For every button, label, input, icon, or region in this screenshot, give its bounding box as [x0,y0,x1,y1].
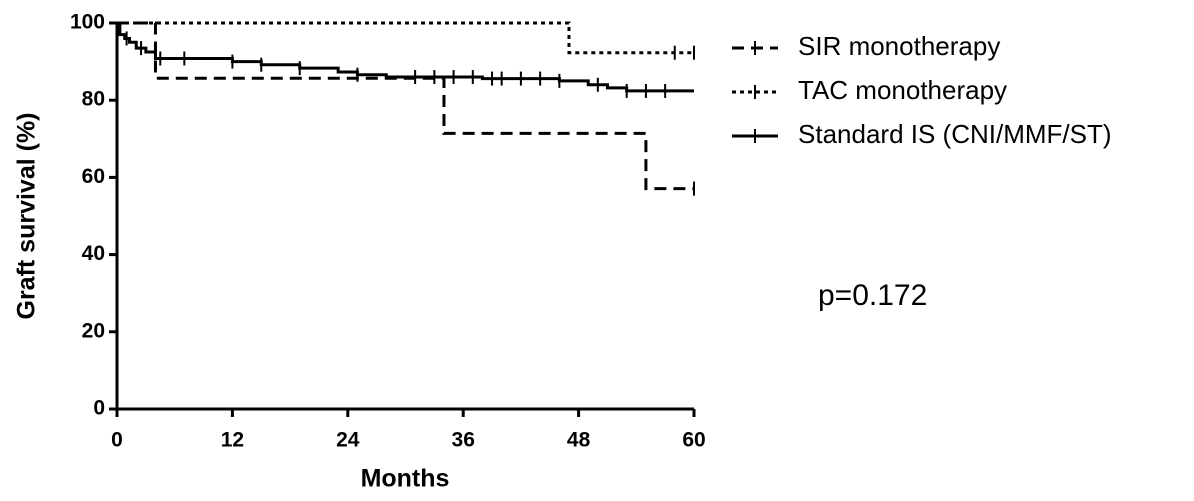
y-tick-label: 80 [82,88,105,111]
legend-label: Standard IS (CNI/MMF/ST) [798,119,1112,149]
p-value: p=0.172 [818,279,927,312]
y-tick-label: 20 [82,319,105,342]
survival-curve [117,21,694,191]
survival-curve [117,21,694,55]
x-tick-label: 36 [452,429,475,452]
y-tick-label: 40 [82,242,105,265]
y-tick-label: 60 [82,165,105,188]
y-axis-label: Graft survival (%) [13,112,41,319]
x-axis-label: Months [361,465,450,493]
survival-curve [117,21,694,93]
x-tick-label: 24 [336,429,360,452]
legend-label: TAC monotherapy [798,75,1007,105]
x-tick-label: 48 [567,429,591,452]
x-tick-label: 60 [682,429,705,452]
y-tick-label: 0 [93,397,105,420]
legend-label: SIR monotherapy [798,31,1000,61]
x-tick-label: 0 [111,429,123,452]
y-tick-label: 100 [70,11,105,34]
x-tick-label: 12 [221,429,244,452]
